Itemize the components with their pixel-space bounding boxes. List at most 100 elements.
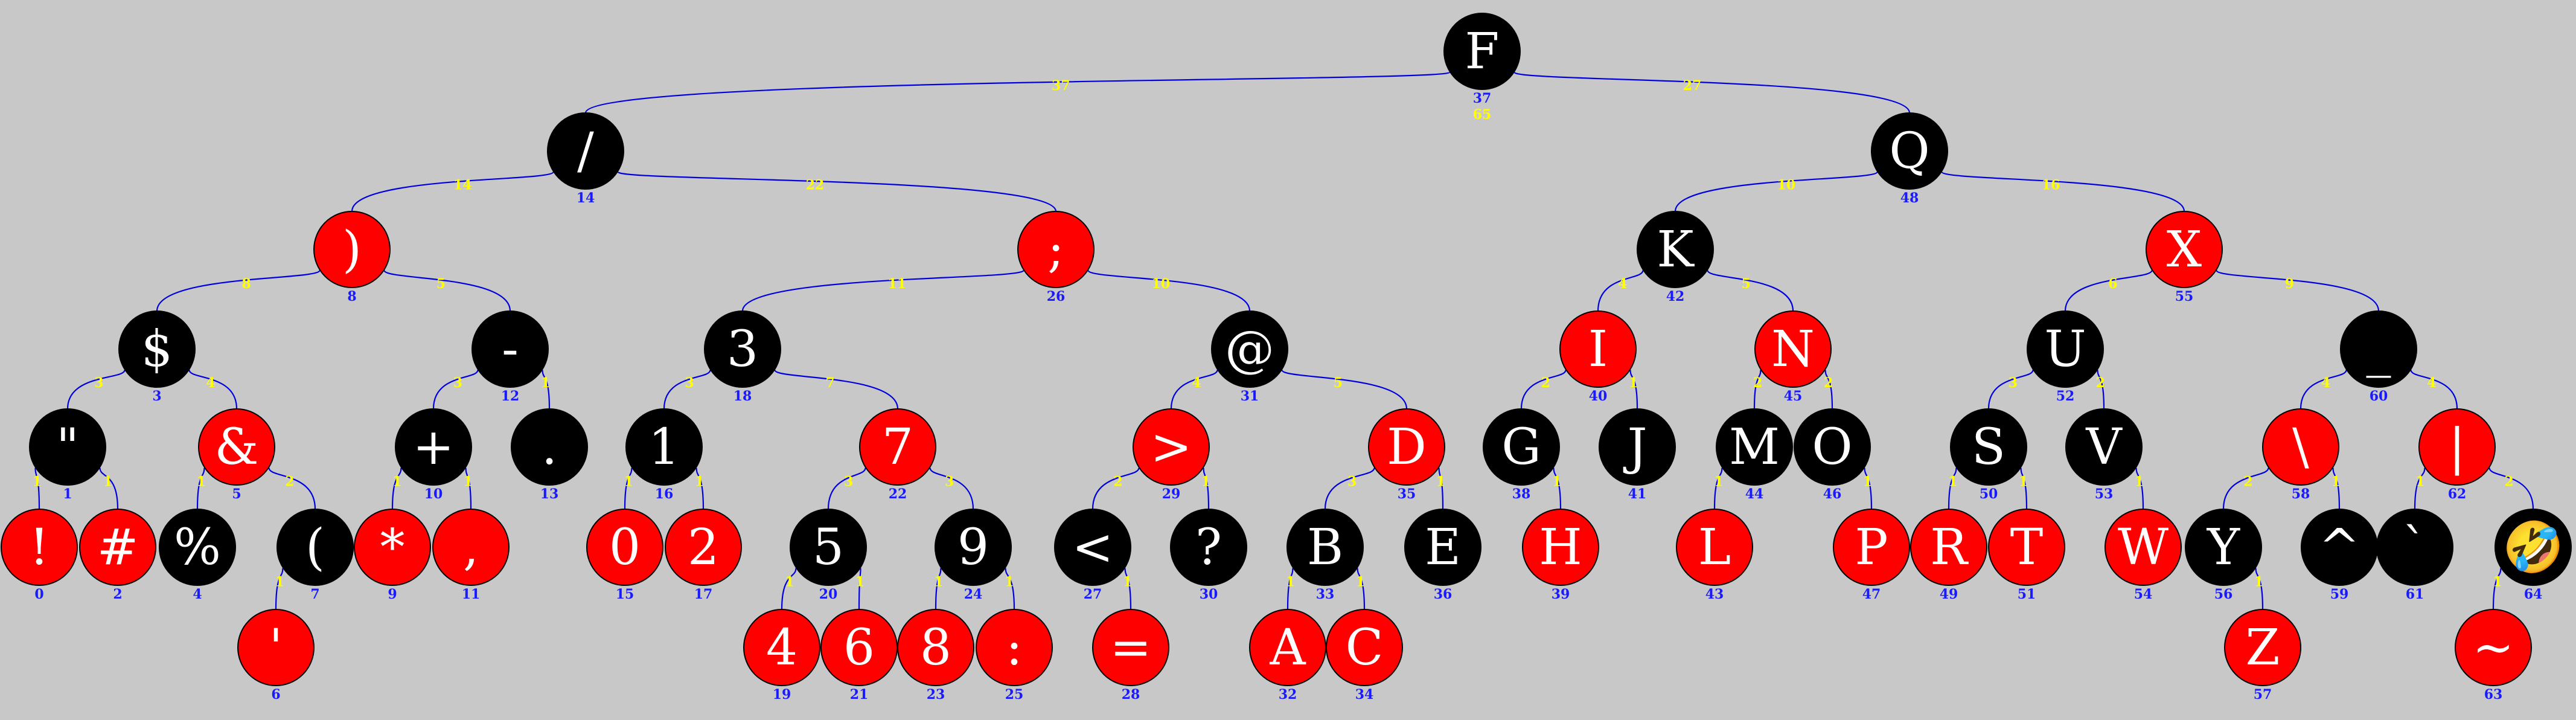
node-index-I: 40 xyxy=(1589,388,1608,404)
edge-size-label-minus-plus: 3 xyxy=(453,375,462,391)
tree-node-qmark: ? 30 xyxy=(1170,509,1247,602)
node-circle-at xyxy=(1211,310,1288,388)
node-circle-plus xyxy=(395,408,472,486)
tree-node-emoji: 🤣 64 xyxy=(2495,509,2572,602)
node-circle-E xyxy=(1404,509,1481,586)
node-key-D: D xyxy=(1387,419,1427,476)
node-circle-dquote xyxy=(29,408,106,486)
edge-size-label-B-C: 1 xyxy=(1356,574,1365,590)
node-key-A: A xyxy=(1269,619,1306,677)
tree-node-M: M 44 xyxy=(1716,408,1793,502)
node-index-W: 54 xyxy=(2134,587,2153,602)
tree-edge-plus-comma xyxy=(465,468,472,510)
edge-size-label-amp-pct: 1 xyxy=(197,474,206,490)
node-circle-n1 xyxy=(625,408,703,486)
node-index-Q: 48 xyxy=(1900,190,1919,206)
edge-size-label-X-under: 9 xyxy=(2285,276,2294,292)
tree-node-n2: 2 17 xyxy=(665,509,742,602)
tree-total-size: 65 xyxy=(1473,107,1492,123)
edge-size-label-O-P: 1 xyxy=(1863,474,1872,490)
edge-size-label-Q-X: 16 xyxy=(2042,178,2060,193)
tree-edge-S-T xyxy=(2020,468,2028,510)
node-index-emoji: 64 xyxy=(2524,587,2543,602)
tree-node-C: C 34 xyxy=(1326,609,1403,702)
node-circle-semi xyxy=(1017,211,1095,288)
node-circle-eq xyxy=(1092,609,1169,686)
tree-edge-n5-n4 xyxy=(781,568,797,610)
node-index-S: 50 xyxy=(1980,486,1998,502)
tree-node-lparen: (7 xyxy=(276,509,354,602)
edge-size-label-amp-lparen: 2 xyxy=(285,474,294,490)
node-key-tilde: ~ xyxy=(2473,619,2514,677)
edge-size-label-under-pipe: 4 xyxy=(2427,375,2436,391)
tree-edge-n9-colon xyxy=(1005,568,1015,610)
edge-size-label-U-V: 2 xyxy=(2096,375,2105,391)
edge-size-label-Y-Z: 1 xyxy=(2254,574,2263,590)
node-key-btick: ` xyxy=(2403,519,2427,576)
node-index-U: 52 xyxy=(2056,388,2075,404)
tree-edge-emoji-tilde xyxy=(2492,568,2502,610)
edge-size-label-X-U: 6 xyxy=(2108,276,2117,292)
tree-edge-Q-X xyxy=(1941,171,2185,212)
node-index-n1: 16 xyxy=(655,486,674,502)
tree-node-F: F 37 xyxy=(1443,13,1521,106)
node-circle-P xyxy=(1833,509,1910,586)
tree-edge-lparen-squote xyxy=(275,568,284,610)
node-key-minus: - xyxy=(502,321,519,378)
edge-size-label-G-H: 1 xyxy=(1552,474,1561,490)
node-key-gt: > xyxy=(1151,419,1192,476)
node-index-D: 35 xyxy=(1398,486,1416,502)
tree-node-bslash: \ 58 xyxy=(2262,408,2339,502)
node-index-caret: 59 xyxy=(2330,587,2349,602)
node-index-btick: 61 xyxy=(2406,587,2424,602)
node-key-L: L xyxy=(1698,519,1731,576)
tree-edge-D-B xyxy=(1324,468,1375,510)
node-key-P: P xyxy=(1855,519,1888,576)
tree-node-U: U 52 xyxy=(2027,310,2104,404)
edge-size-label-gt-qmark: 1 xyxy=(1201,474,1210,490)
node-key-comma: , xyxy=(463,519,479,576)
node-key-bslash: \ xyxy=(2292,419,2309,476)
edge-size-label-bslash-caret: 1 xyxy=(2332,474,2341,490)
edge-size-label-under-bslash: 4 xyxy=(2321,375,2330,391)
tree-edge-Y-Z xyxy=(2255,568,2264,610)
tree-node-minus: - 12 xyxy=(471,310,549,404)
tree-edge-n7-n5 xyxy=(827,468,866,510)
tree-edge-U-V xyxy=(2097,370,2105,410)
node-key-I: I xyxy=(1588,321,1608,378)
tree-edge-F-Q xyxy=(1513,71,1911,114)
tree-edge-G-H xyxy=(1553,468,1562,510)
node-index-semi: 26 xyxy=(1047,289,1066,304)
tree-edge-Q-K xyxy=(1674,171,1878,212)
node-key-O: O xyxy=(1812,419,1852,476)
node-key-N: N xyxy=(1771,321,1815,378)
node-circle-I xyxy=(1559,310,1637,388)
tree-edge-X-U xyxy=(2064,270,2153,312)
node-index-rparen: 8 xyxy=(347,289,356,304)
tree-node-colon: : 25 xyxy=(976,609,1053,702)
tree-edge-K-I xyxy=(1597,270,1644,312)
node-key-C: C xyxy=(1346,619,1384,677)
tree-node-L: L 43 xyxy=(1676,509,1753,602)
node-circle-n2 xyxy=(665,509,742,586)
edge-size-label-dquote-hash: 1 xyxy=(103,474,112,490)
tree-edge-n9-n8 xyxy=(935,568,942,610)
node-index-O: 46 xyxy=(1823,486,1842,502)
tree-edge-dquote-hash xyxy=(99,468,119,510)
node-index-dot: 13 xyxy=(540,486,559,502)
node-index-K: 42 xyxy=(1666,289,1685,304)
node-circle-V xyxy=(2065,408,2143,486)
tree-edge-rparen-minus xyxy=(383,269,511,312)
node-circle-N xyxy=(1754,310,1832,388)
node-index-G: 38 xyxy=(1512,486,1531,502)
node-index-qmark: 30 xyxy=(1200,587,1218,602)
node-key-R: R xyxy=(1930,519,1969,576)
node-index-n8: 23 xyxy=(927,687,945,702)
tree-node-J: J 41 xyxy=(1599,408,1676,502)
tree-node-comma: , 11 xyxy=(432,509,510,602)
tree-node-G: G 38 xyxy=(1483,408,1560,502)
node-key-B: B xyxy=(1307,519,1343,576)
edge-size-label-plus-comma: 1 xyxy=(464,474,473,490)
tree-edge-M-L xyxy=(1713,468,1723,510)
node-key-n0: 0 xyxy=(609,519,641,576)
